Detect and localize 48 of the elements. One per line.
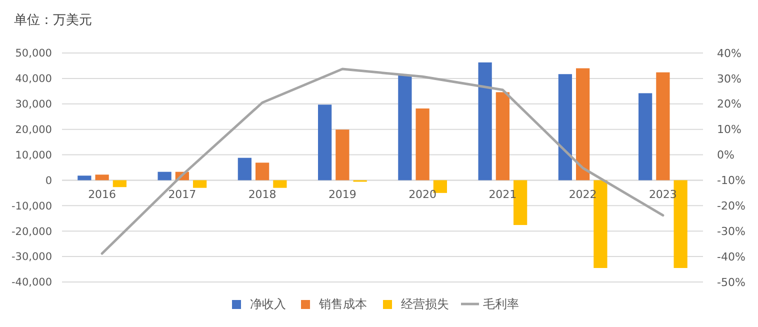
bar [478, 62, 492, 180]
y2-tick-label: -30% [717, 224, 746, 238]
y-tick-label: 50,000 [15, 48, 52, 60]
bar [416, 108, 430, 180]
y2-tick-label: -50% [717, 276, 746, 289]
y-tick-label: -10,000 [11, 200, 52, 212]
bar [256, 162, 270, 180]
bar [656, 72, 670, 180]
y2-tick-label: -10% [717, 174, 746, 188]
y-tick-label: -40,000 [11, 276, 52, 289]
legend-label: 销售成本 [318, 297, 367, 312]
y2-tick-label: -20% [717, 200, 746, 213]
legend-label: 毛利率 [483, 297, 519, 312]
y-tick-label: 10,000 [15, 149, 52, 162]
bar [318, 104, 332, 180]
bar [398, 75, 412, 180]
bar [95, 174, 109, 180]
bar [558, 74, 572, 180]
chart-title: 单位：万美元 [14, 12, 92, 28]
y-tick-label: -20,000 [11, 226, 52, 238]
bar [336, 130, 350, 180]
x-tick-label: 2018 [248, 188, 276, 202]
bar [112, 180, 126, 188]
bar [638, 93, 652, 180]
y2-tick-label: 40% [717, 46, 742, 60]
bar [238, 158, 252, 180]
y-tick-label: -30,000 [11, 251, 52, 264]
bar [78, 176, 92, 180]
legend-label: 经营损失 [401, 297, 449, 312]
bar [576, 68, 590, 180]
y2-tick-label: 0% [717, 148, 734, 162]
y2-tick-label: 10% [717, 123, 742, 136]
y-tick-label: 40,000 [15, 73, 52, 86]
y2-tick-label: 20% [717, 98, 742, 111]
x-tick-label: 2017 [168, 188, 196, 202]
x-tick-label: 2019 [328, 188, 356, 202]
bar [496, 92, 510, 180]
x-tick-label: 2016 [88, 188, 116, 202]
y-tick-label: 20,000 [15, 124, 52, 136]
legend-label: 净收入 [250, 297, 286, 312]
y2-tick-label: 30% [717, 72, 742, 86]
bar [273, 180, 287, 188]
y-tick-label: 0 [45, 174, 52, 187]
x-tick-label: 2020 [408, 188, 437, 202]
y2-tick-label: -40% [717, 250, 746, 264]
bar [193, 180, 207, 188]
bar [158, 172, 172, 180]
y-tick-label: 30,000 [15, 98, 52, 111]
